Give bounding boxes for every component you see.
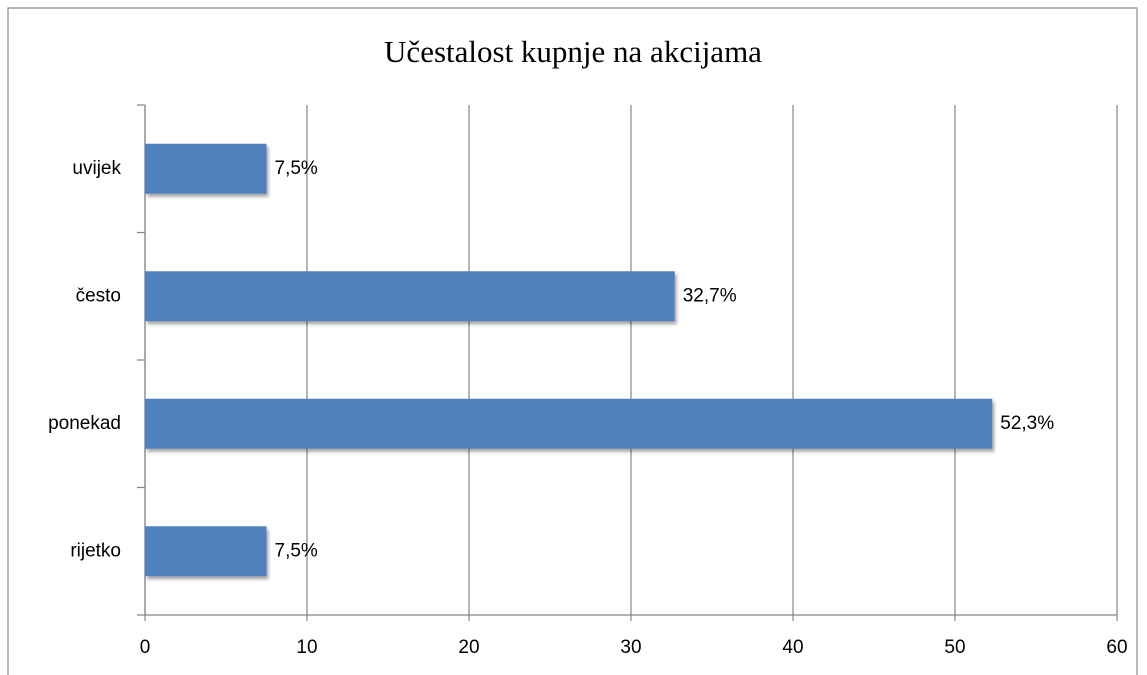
x-tick-label: 20 <box>458 637 479 658</box>
x-tick-label: 50 <box>944 637 965 658</box>
bar <box>145 398 993 449</box>
data-label: 52,3% <box>1000 413 1054 434</box>
data-label: 7,5% <box>275 540 318 561</box>
bar <box>145 526 267 577</box>
bar <box>145 143 267 194</box>
data-label: 32,7% <box>683 285 737 306</box>
x-tick-label: 0 <box>140 637 151 658</box>
chart-border <box>7 7 1138 675</box>
data-label: 7,5% <box>275 158 318 179</box>
x-tick-label: 30 <box>620 637 641 658</box>
y-tick-label: rijetko <box>70 540 121 561</box>
y-tick-label: uvijek <box>72 158 121 179</box>
y-tick-label: ponekad <box>48 413 121 434</box>
bar <box>145 271 675 322</box>
x-tick-label: 40 <box>782 637 803 658</box>
y-tick-label: često <box>76 285 121 306</box>
x-tick-label: 10 <box>296 637 317 658</box>
chart-title: Učestalost kupnje na akcijama <box>384 34 762 69</box>
x-tick-label: 60 <box>1106 637 1127 658</box>
